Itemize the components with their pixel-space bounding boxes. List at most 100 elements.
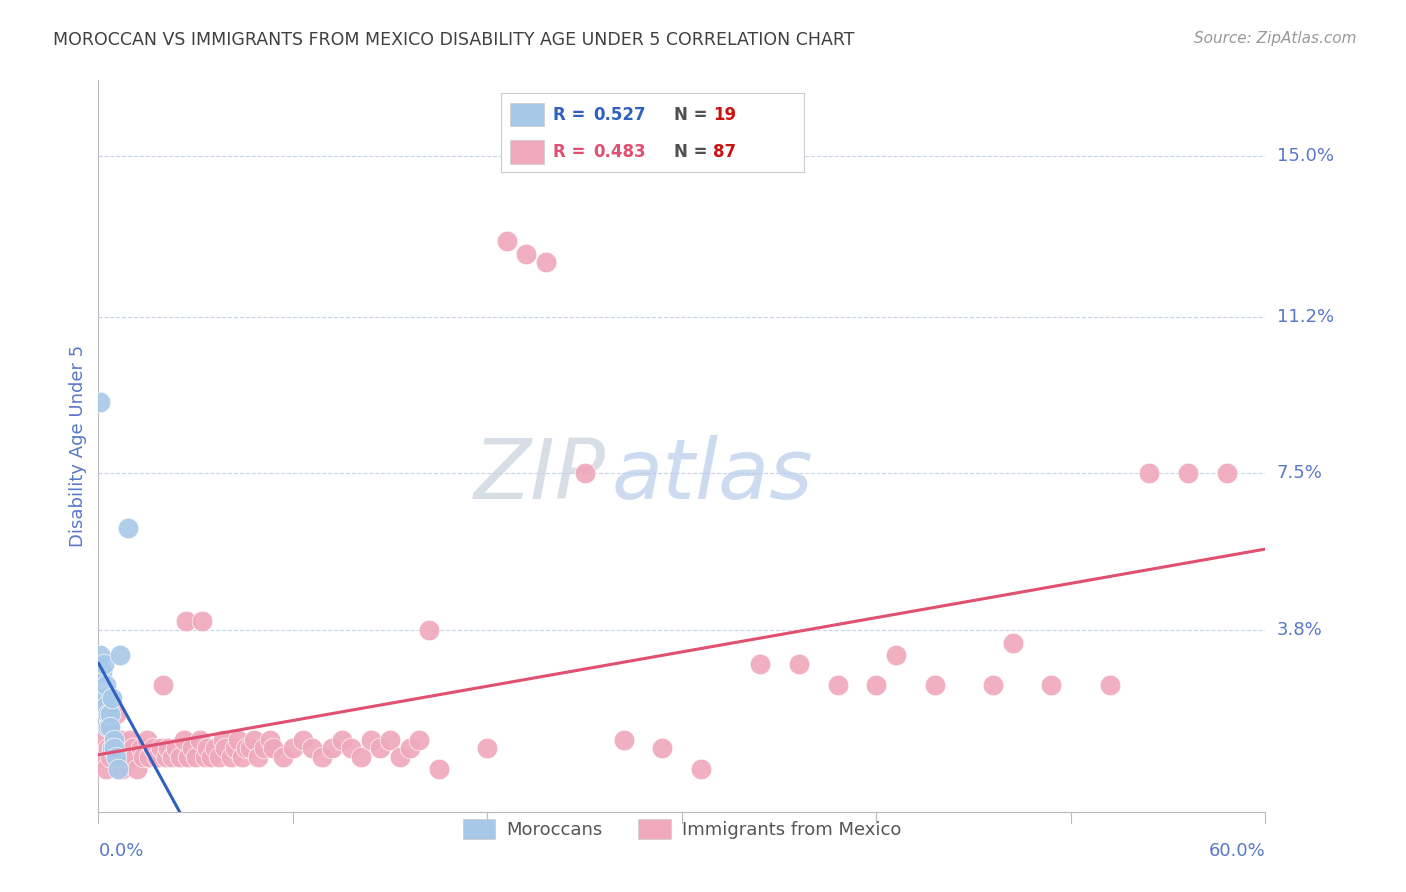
Point <box>477 741 499 756</box>
Point <box>157 741 180 756</box>
Point <box>981 678 1004 692</box>
Point <box>748 657 770 671</box>
Point <box>184 749 207 764</box>
Point <box>162 749 184 764</box>
Point <box>132 749 155 764</box>
Point <box>89 394 111 409</box>
Point <box>388 749 411 764</box>
Point <box>208 749 231 764</box>
Point <box>91 749 114 764</box>
Point <box>291 732 314 747</box>
Point <box>398 741 420 756</box>
Point <box>91 665 114 680</box>
Point <box>188 732 211 747</box>
Point <box>787 657 810 671</box>
Point <box>103 741 125 756</box>
Point <box>271 749 294 764</box>
Point <box>1215 467 1237 481</box>
Point <box>243 732 266 747</box>
Point <box>281 741 304 756</box>
Point <box>112 749 135 764</box>
Point <box>177 749 200 764</box>
Point <box>103 732 125 747</box>
Text: 3.8%: 3.8% <box>1277 621 1322 639</box>
Point <box>96 699 118 714</box>
Point <box>155 749 177 764</box>
Point <box>93 690 115 705</box>
Point <box>231 749 253 764</box>
Text: 0.0%: 0.0% <box>98 842 143 860</box>
Point <box>235 741 257 756</box>
Point <box>118 732 141 747</box>
Point <box>114 741 136 756</box>
Point <box>97 741 120 756</box>
Point <box>165 741 187 756</box>
Point <box>142 741 165 756</box>
Point <box>108 732 131 747</box>
Point <box>651 741 673 756</box>
Point <box>111 763 134 777</box>
Point <box>97 720 120 734</box>
Text: atlas: atlas <box>612 434 814 516</box>
Point <box>228 732 250 747</box>
Point <box>190 615 212 629</box>
Point <box>121 749 143 764</box>
Point <box>152 678 174 692</box>
Point <box>107 749 129 764</box>
Point <box>98 720 121 734</box>
Text: MOROCCAN VS IMMIGRANTS FROM MEXICO DISABILITY AGE UNDER 5 CORRELATION CHART: MOROCCAN VS IMMIGRANTS FROM MEXICO DISAB… <box>53 31 855 49</box>
Point <box>117 749 139 764</box>
Y-axis label: Disability Age Under 5: Disability Age Under 5 <box>69 345 87 547</box>
Text: Source: ZipAtlas.com: Source: ZipAtlas.com <box>1194 31 1357 46</box>
Text: 60.0%: 60.0% <box>1209 842 1265 860</box>
Point <box>330 732 353 747</box>
Point <box>224 741 246 756</box>
Point <box>418 623 440 637</box>
Point <box>117 521 139 535</box>
Point <box>380 732 402 747</box>
Point <box>690 763 713 777</box>
Point <box>924 678 946 692</box>
Point <box>129 741 152 756</box>
Point <box>427 763 450 777</box>
Point <box>246 749 269 764</box>
Point <box>195 741 218 756</box>
Point <box>194 749 217 764</box>
Point <box>104 707 127 722</box>
Point <box>93 732 115 747</box>
Text: 15.0%: 15.0% <box>1277 147 1333 165</box>
Point <box>108 648 131 663</box>
Point <box>214 741 236 756</box>
Point <box>1098 678 1121 692</box>
Point <box>321 741 343 756</box>
Point <box>101 741 124 756</box>
Point <box>107 763 129 777</box>
Point <box>200 749 222 764</box>
Point <box>96 763 118 777</box>
Point <box>1040 678 1063 692</box>
Point <box>103 732 125 747</box>
Point <box>515 246 537 260</box>
Point <box>138 749 160 764</box>
Point <box>127 763 149 777</box>
Point <box>212 732 235 747</box>
Point <box>408 732 430 747</box>
Point <box>104 749 127 764</box>
Point <box>96 678 118 692</box>
Point <box>98 707 121 722</box>
Point <box>340 741 363 756</box>
Point <box>496 234 519 248</box>
Point <box>253 741 276 756</box>
Point <box>136 732 159 747</box>
Point <box>98 749 121 764</box>
Point <box>93 657 115 671</box>
Point <box>1001 635 1024 649</box>
Text: 7.5%: 7.5% <box>1277 465 1323 483</box>
Point <box>180 741 202 756</box>
Point <box>370 741 392 756</box>
Point <box>1177 467 1199 481</box>
Point <box>534 255 557 269</box>
Point <box>350 749 373 764</box>
Point <box>574 467 596 481</box>
Point <box>101 741 124 756</box>
